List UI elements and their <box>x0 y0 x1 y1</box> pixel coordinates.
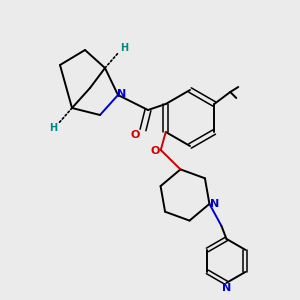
Text: H: H <box>49 123 57 133</box>
Text: O: O <box>130 130 140 140</box>
Text: N: N <box>210 199 219 209</box>
Text: N: N <box>222 283 231 293</box>
Text: H: H <box>120 43 128 53</box>
Text: O: O <box>150 146 159 156</box>
Text: N: N <box>117 89 127 99</box>
